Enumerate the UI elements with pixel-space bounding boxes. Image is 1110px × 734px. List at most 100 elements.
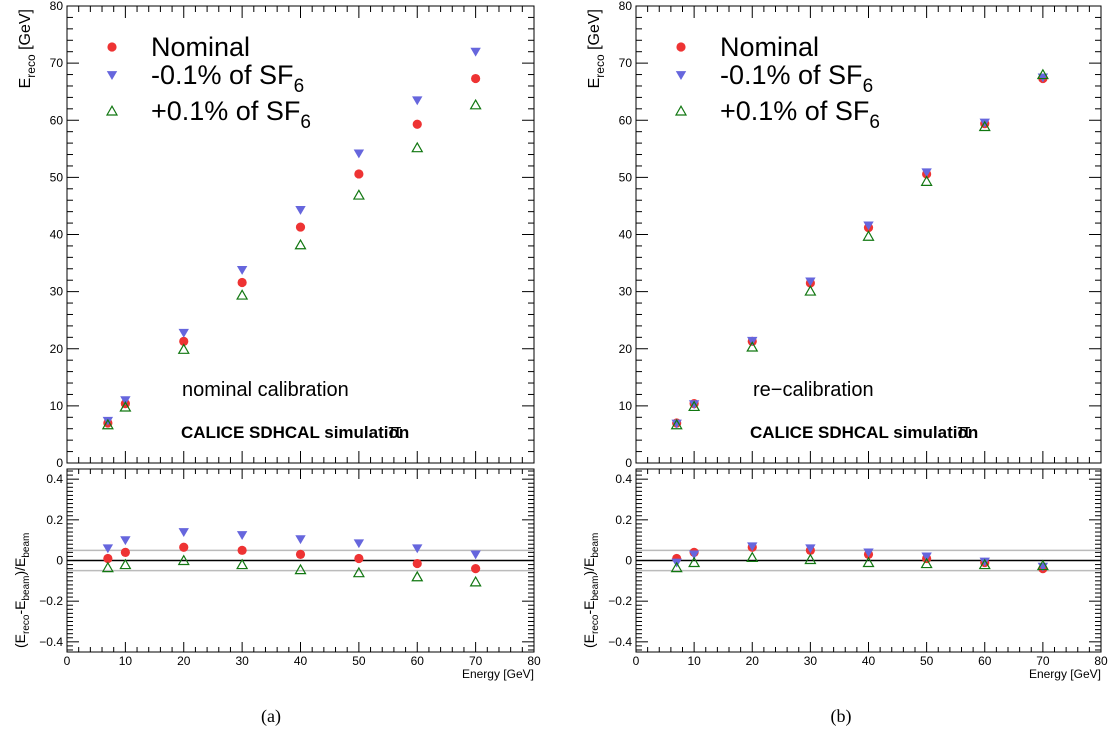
legend-label-main: +0.1% of SF — [151, 96, 300, 126]
data-point — [294, 563, 307, 575]
data-point — [411, 570, 424, 582]
data-point — [179, 542, 189, 552]
y-tick-label: 30 — [50, 285, 64, 299]
y-title-sub: beam — [590, 533, 601, 558]
data-point — [295, 206, 306, 215]
data-point — [412, 544, 423, 554]
data-point — [471, 564, 481, 574]
bottom-y-axis-title: (Ereco-Ebeam)/Ebeam — [12, 533, 32, 648]
top-y-axis-title-text: Ereco [GeV] — [586, 9, 607, 88]
data-point — [294, 238, 307, 250]
x-tick-label: 10 — [687, 654, 701, 668]
x-tick-label: 70 — [469, 654, 483, 668]
data-point — [237, 545, 247, 555]
y-tick-label: 20 — [619, 342, 633, 356]
data-point — [1037, 73, 1049, 83]
legend-label: Nominal — [720, 32, 819, 62]
y-tick-label: 80 — [50, 0, 64, 13]
calibration-annotation: nominal calibration — [182, 379, 349, 401]
legend-label: Nominal — [151, 32, 250, 62]
top-series-2 — [670, 68, 1049, 430]
y-tick-label: 60 — [619, 113, 633, 127]
x-tick-label: 0 — [64, 654, 71, 668]
y-title-part: [GeV] — [586, 9, 603, 54]
y-tick-label: 10 — [619, 399, 633, 413]
particle-symbol: π — [388, 421, 402, 443]
data-point — [1036, 68, 1049, 80]
y-title-part: E — [586, 78, 603, 89]
data-point — [178, 528, 189, 537]
y-title-sub: beam — [21, 533, 32, 558]
panel-caption: (b) — [831, 706, 852, 727]
data-point — [354, 553, 364, 564]
x-tick-label: 30 — [235, 654, 249, 668]
top-series-2 — [101, 98, 482, 430]
data-point — [236, 266, 248, 275]
data-point — [688, 400, 700, 410]
y-tick-label: −0.2 — [39, 594, 63, 608]
data-point — [236, 289, 249, 300]
legend-label: -0.1% of SF6 — [151, 60, 304, 97]
top-y-axis-title: Ereco [GeV] — [586, 9, 607, 88]
x-tick-label: 40 — [862, 654, 876, 668]
y-title-part: -E — [12, 601, 28, 615]
panel-caption: (a) — [261, 706, 281, 727]
y-tick-label: 40 — [619, 228, 633, 242]
data-point — [102, 416, 114, 426]
top-y-axis-title: Ereco [GeV] — [17, 9, 38, 88]
legend-label-main: +0.1% of SF — [720, 96, 869, 126]
y-tick-label: 80 — [619, 0, 633, 13]
y-title-sub: reco — [593, 54, 607, 78]
x-axis-title: Energy [GeV] — [462, 667, 534, 681]
y-tick-label: 60 — [50, 113, 64, 127]
top-y-axis-title-text: Ereco [GeV] — [17, 9, 38, 88]
y-tick-label: 0 — [56, 554, 63, 568]
data-point — [469, 98, 482, 110]
data-point — [804, 285, 817, 296]
y-title-sub: beam — [21, 576, 32, 601]
data-point — [746, 551, 759, 563]
bottom-series-1 — [102, 528, 481, 560]
legend-label-main: Nominal — [151, 32, 250, 62]
x-tick-label: 70 — [1036, 654, 1050, 668]
data-point — [469, 575, 482, 587]
bottom-y-axis-title-text: (Ereco-Ebeam)/Ebeam — [12, 533, 32, 648]
y-tick-label: −0.4 — [39, 635, 63, 649]
x-tick-label: 80 — [1094, 654, 1108, 668]
top-series-0 — [672, 73, 1048, 428]
data-point — [862, 230, 875, 241]
y-tick-label: 30 — [619, 285, 633, 299]
y-tick-label: 20 — [50, 342, 64, 356]
data-point — [688, 556, 701, 568]
x-tick-label: 80 — [527, 654, 541, 668]
data-point — [295, 549, 306, 560]
data-point — [978, 558, 991, 570]
data-point — [412, 558, 422, 569]
data-point — [747, 542, 758, 552]
data-point — [295, 222, 306, 232]
data-point — [352, 189, 365, 200]
data-point — [177, 554, 190, 566]
data-point — [120, 396, 131, 406]
data-point — [237, 277, 247, 288]
y-title-sub: reco — [21, 614, 32, 634]
legend-label-sub: 6 — [863, 76, 874, 97]
data-point — [921, 168, 932, 178]
y-tick-label: 40 — [50, 228, 64, 242]
data-point — [411, 141, 424, 153]
top-series-1 — [671, 73, 1049, 429]
data-point — [805, 277, 816, 287]
y-tick-label: 70 — [619, 56, 633, 70]
bottom-series-2 — [670, 551, 1049, 573]
y-tick-label: 50 — [50, 170, 64, 184]
y-tick-label: 0 — [56, 456, 63, 470]
y-tick-label: 0.2 — [46, 513, 63, 527]
bottom-series-1 — [671, 542, 1049, 572]
data-point — [101, 561, 114, 573]
x-tick-label: 60 — [411, 654, 425, 668]
data-point — [120, 547, 130, 557]
x-tick-label: 20 — [746, 654, 760, 668]
bottom-y-axis-title-text: (Ereco-Ebeam)/Ebeam — [581, 533, 601, 648]
legend-label-sub: 6 — [294, 76, 305, 97]
